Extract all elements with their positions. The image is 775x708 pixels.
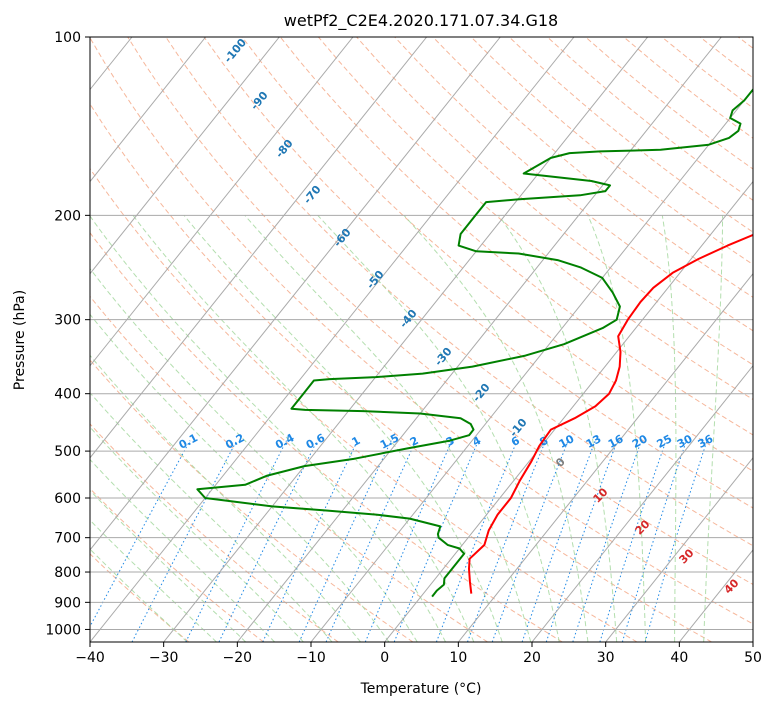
isotherm xyxy=(310,88,753,642)
moist-adiabat xyxy=(132,215,475,642)
mixing-ratio-label: 25 xyxy=(655,432,675,451)
y-tick-label: 800 xyxy=(54,565,81,581)
mixing-ratio-line xyxy=(545,440,618,642)
temperature-line xyxy=(468,233,753,594)
x-tick-label: 10 xyxy=(449,650,467,666)
y-tick-label: 400 xyxy=(54,387,81,403)
x-tick-label: −30 xyxy=(149,650,179,666)
dry-adiabat xyxy=(90,553,190,642)
dry-adiabat xyxy=(394,37,753,332)
dry-adiabat xyxy=(203,37,753,509)
mixing-ratio-line xyxy=(621,440,687,642)
isotherm xyxy=(90,37,428,459)
isotherm xyxy=(90,37,575,642)
y-tick-label: 600 xyxy=(54,491,81,507)
moist-adiabat xyxy=(90,489,247,642)
y-tick-label: 200 xyxy=(54,208,81,224)
isotherm xyxy=(90,37,280,275)
mixing-ratio-line xyxy=(218,440,318,642)
dewpoint-line xyxy=(196,87,753,598)
moist-adiabat xyxy=(183,214,503,642)
x-tick-label: −20 xyxy=(223,650,253,666)
moist-adiabat xyxy=(661,215,677,642)
dry-adiabat xyxy=(90,37,753,625)
x-tick-label: 30 xyxy=(597,650,615,666)
y-tick-label: 100 xyxy=(54,30,81,46)
mixing-ratio-label: 13 xyxy=(584,432,604,451)
x-tick-label: 40 xyxy=(670,650,688,666)
dry-adiabat xyxy=(90,295,488,642)
plot-frame xyxy=(89,36,754,643)
y-tick-label: 700 xyxy=(54,531,81,547)
dry-adiabat xyxy=(356,37,753,366)
dry-adiabat xyxy=(279,37,753,436)
isotherm xyxy=(457,272,753,642)
x-tick-label: 20 xyxy=(523,650,541,666)
mixing-ratio-line xyxy=(393,440,479,642)
moist-adiabat xyxy=(703,215,724,642)
moist-adiabat xyxy=(90,313,390,642)
dry-adiabat xyxy=(241,37,753,472)
dry-adiabat xyxy=(432,37,753,298)
mixing-ratio-line xyxy=(325,440,417,642)
moist-adiabat xyxy=(587,215,647,642)
y-axis-label: Pressure (hPa) xyxy=(12,290,28,390)
x-axis-label: Temperature (°C) xyxy=(360,681,482,697)
profile-series xyxy=(196,87,753,598)
isotherms xyxy=(90,37,753,642)
isotherm xyxy=(531,364,753,642)
y-tick-label: 500 xyxy=(54,444,81,460)
dry-adiabat xyxy=(90,487,264,642)
mixing-ratio-line xyxy=(521,440,596,642)
mixing-ratio-line xyxy=(491,440,569,642)
isotherm xyxy=(605,457,753,642)
x-tick-label: −40 xyxy=(75,650,105,666)
isotherm xyxy=(163,37,649,642)
x-tick-label: 0 xyxy=(380,650,389,666)
x-tick-label: 50 xyxy=(744,650,762,666)
y-axis-ticks: 100 200 300 400 500 600 700 800 900 1000 xyxy=(45,30,90,638)
x-axis-ticks: −40 −30 −20 −10 0 10 20 30 40 50 xyxy=(75,642,762,666)
mixing-ratio-label: 36 xyxy=(696,432,716,451)
isotherm xyxy=(90,37,207,183)
mixing-ratio-label: 20 xyxy=(630,432,650,451)
moist-adiabat xyxy=(317,214,560,642)
dry-adiabat xyxy=(90,423,339,642)
isotherm xyxy=(90,37,501,551)
chart-title: wetPf2_C2E4.2020.171.07.34.G18 xyxy=(284,11,558,31)
isotherm xyxy=(236,37,722,642)
mixing-ratio-label: 10 xyxy=(557,432,577,451)
y-tick-label: 300 xyxy=(54,313,81,329)
mixing-ratio-label: 30 xyxy=(675,432,695,451)
mixing-ratio-line xyxy=(364,440,453,642)
y-tick-label: 900 xyxy=(54,595,81,611)
background-lines xyxy=(90,37,753,642)
mixing-ratio-line xyxy=(298,440,392,642)
x-tick-label: −10 xyxy=(296,650,326,666)
mixing-ratio-line xyxy=(644,440,708,642)
isotherm xyxy=(90,37,354,367)
moist-adiabat xyxy=(90,354,361,642)
isotherm xyxy=(384,180,753,642)
dry-adiabat xyxy=(90,103,712,642)
dry-adiabat xyxy=(90,167,638,642)
moist-adiabat xyxy=(90,392,333,642)
mixing-ratio-line xyxy=(599,440,667,642)
mixing-ratio-label: 16 xyxy=(606,432,626,451)
mixing-ratio-line xyxy=(185,440,287,642)
y-tick-label: 1000 xyxy=(45,622,81,638)
mixing-ratio-line xyxy=(90,440,191,628)
moist-adiabat xyxy=(90,215,447,642)
